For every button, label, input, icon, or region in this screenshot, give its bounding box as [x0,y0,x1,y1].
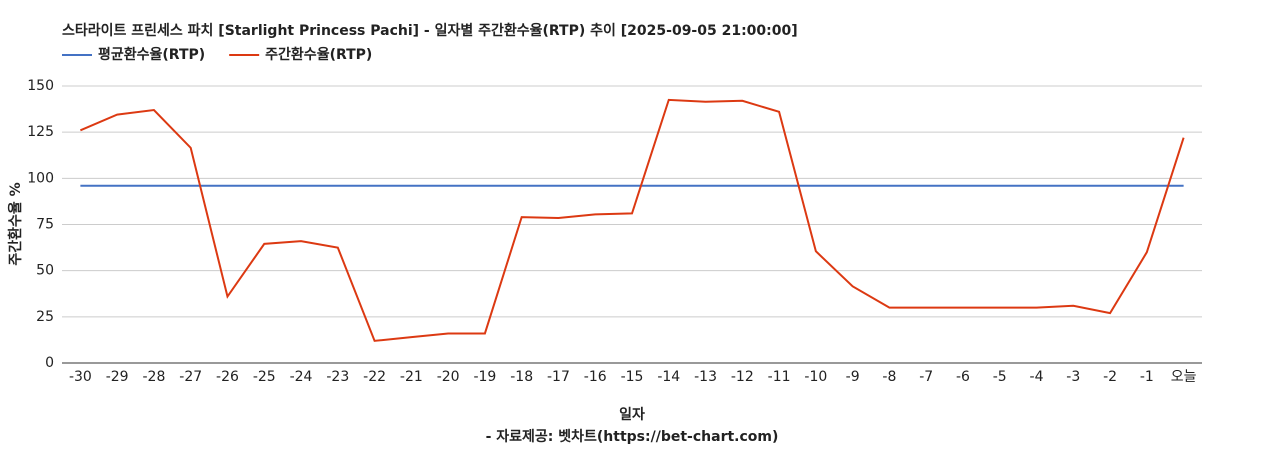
x-tick-label: -6 [956,369,970,385]
x-tick-label: -9 [846,369,860,385]
y-tick-label: 50 [36,263,54,279]
x-tick-label: 오늘 [1171,369,1197,385]
x-tick-label: -21 [400,369,423,385]
x-tick-label: -22 [363,369,386,385]
series-line [79,98,1185,342]
legend-label: 평균환수율(RTP) [98,46,205,63]
footer: - 자료제공: 벳차트(https://bet-chart.com) [486,428,779,445]
x-tick-label: -20 [437,369,460,385]
x-tick-label: -30 [69,369,92,385]
x-tick-label: -10 [804,369,827,385]
legend-label: 주간환수율(RTP) [265,46,372,63]
x-tick-label: -13 [694,369,717,385]
x-tick-label: -5 [993,369,1007,385]
x-tick-label: -4 [1030,369,1044,385]
x-tick-label: -2 [1103,369,1117,385]
x-tick-label: -7 [919,369,933,385]
x-tick-label: -18 [510,369,533,385]
x-tick-label: -19 [473,369,496,385]
x-tick-label: -17 [547,369,570,385]
x-tick-label: -1 [1140,369,1154,385]
x-axis-title: 일자 [619,407,645,423]
x-tick-label: -29 [106,369,129,385]
x-tick-label: -24 [290,369,313,385]
y-axis-title: 주간환수율 % [7,182,24,265]
x-tick-label: -15 [621,369,644,385]
x-tick-label: -14 [657,369,680,385]
x-tick-label: -11 [768,369,791,385]
x-tick-label: -26 [216,369,239,385]
x-tick-label: -8 [882,369,896,385]
y-tick-label: 25 [36,309,54,325]
x-tick-label: -16 [584,369,607,385]
y-tick-label: 75 [36,217,54,233]
x-tick-label: -28 [142,369,165,385]
x-tick-label: -25 [253,369,276,385]
chart-title: 스타라이트 프린세스 파치 [Starlight Princess Pachi]… [62,22,798,39]
x-tick-label: -3 [1066,369,1080,385]
x-tick-label: -12 [731,369,754,385]
y-tick-label: 150 [27,78,54,94]
x-tick-label: -27 [179,369,202,385]
y-tick-label: 100 [27,170,54,186]
y-tick-label: 0 [45,355,54,371]
x-tick-label: -23 [326,369,349,385]
y-tick-label: 125 [27,124,54,140]
